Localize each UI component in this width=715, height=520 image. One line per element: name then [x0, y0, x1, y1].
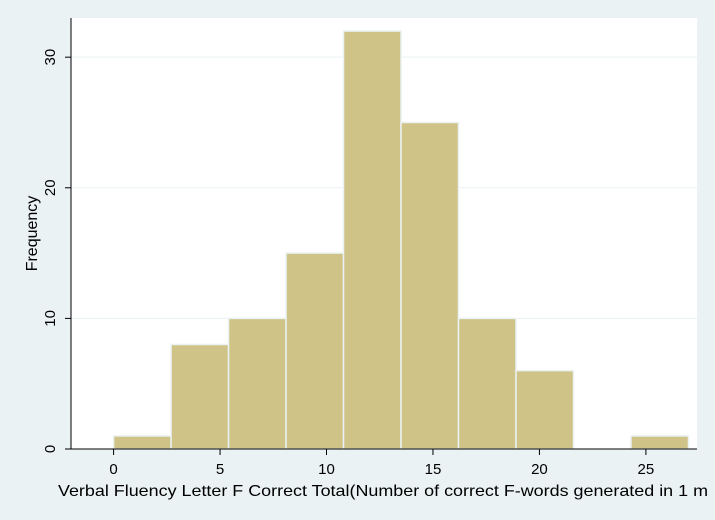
tick-labels: 0 10 20 30 0 5 10 15 20 25 [42, 49, 654, 478]
histogram-bar-9 [630, 435, 690, 450]
histogram-bar-5 [400, 121, 460, 450]
axes [65, 18, 697, 455]
x-tick-label: 20 [531, 461, 548, 478]
histogram-bar-3 [285, 252, 345, 450]
histogram-bar-2 [227, 317, 287, 450]
x-tick-label: 10 [318, 461, 335, 478]
y-tick-label: 30 [42, 49, 59, 66]
histogram-bar-4 [342, 30, 402, 450]
histogram-bar-0 [112, 435, 172, 450]
y-tick-label: 10 [42, 310, 59, 327]
x-axis-title: Verbal Fluency Letter F Correct Total(Nu… [58, 483, 708, 500]
histogram-bars [112, 30, 690, 450]
histogram-bar-1 [170, 343, 230, 450]
x-tick-label: 0 [109, 461, 117, 478]
y-tick-label: 20 [42, 179, 59, 196]
histogram-bar-7 [515, 369, 575, 450]
histogram-bar-6 [457, 317, 517, 450]
y-axis-title: Frequency [24, 196, 41, 272]
x-tick-label: 15 [425, 461, 442, 478]
y-tick-label: 0 [42, 445, 59, 453]
x-tick-label: 25 [638, 461, 655, 478]
x-tick-label: 5 [216, 461, 224, 478]
